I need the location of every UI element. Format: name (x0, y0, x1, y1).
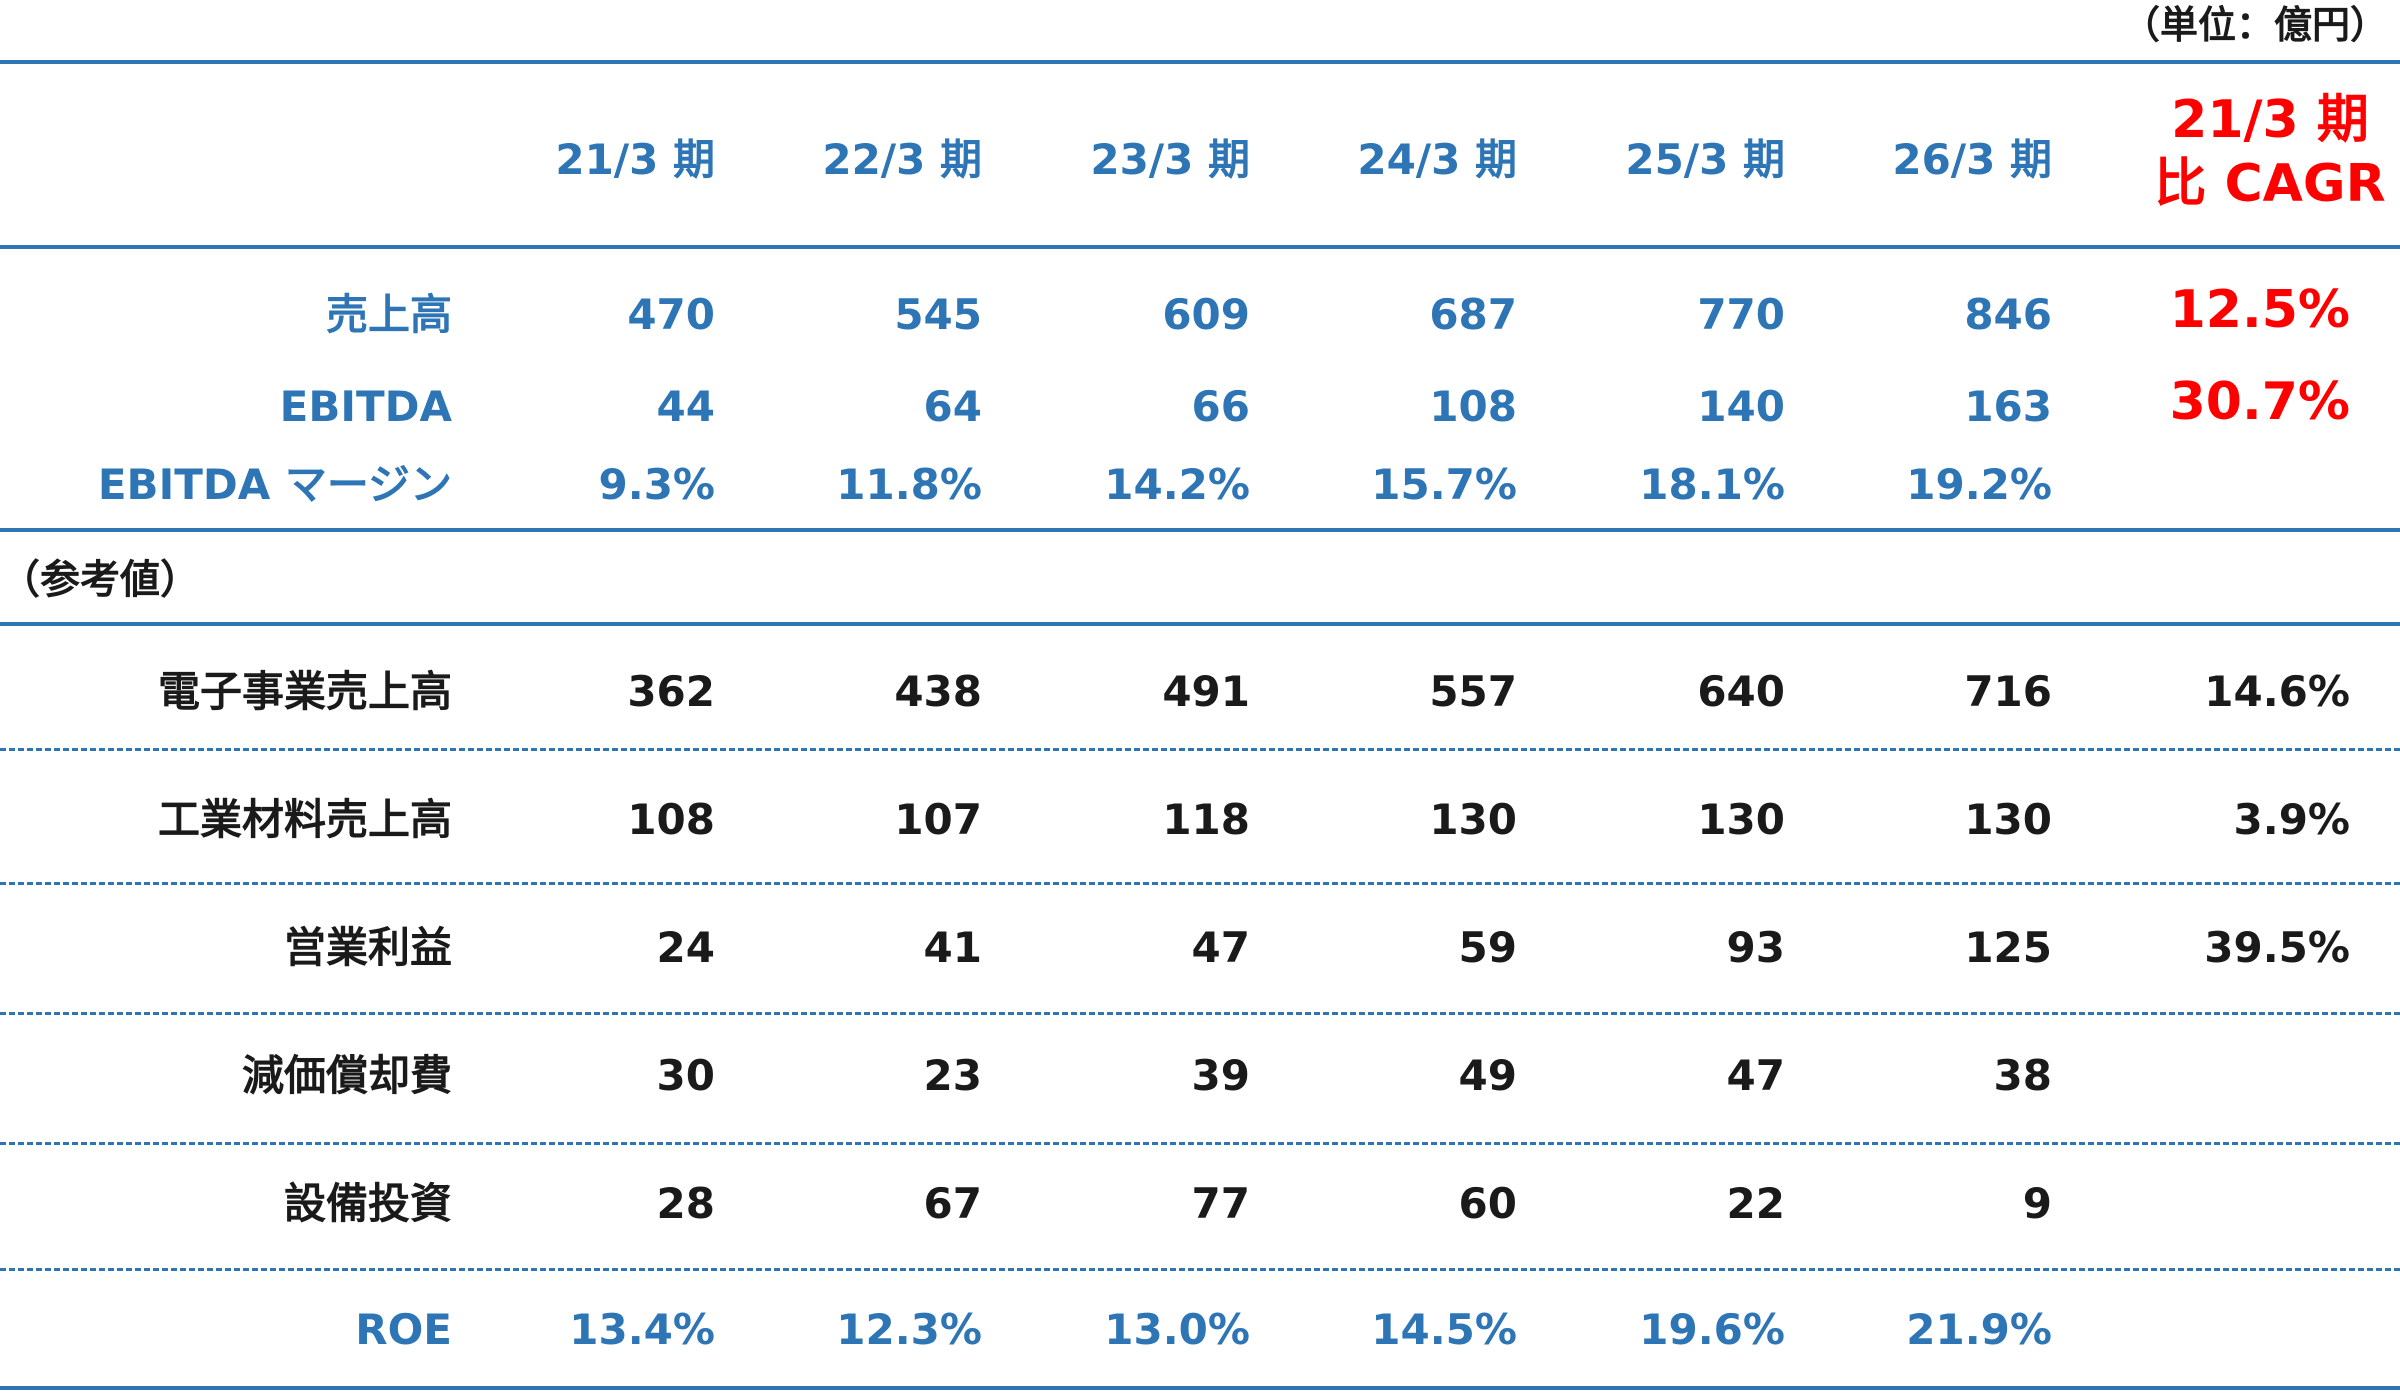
row-label: 設備投資 (283, 1179, 452, 1228)
row-label: ROE (355, 1305, 452, 1354)
value-cell: 39 (1191, 1051, 1250, 1100)
value-cell: 770 (1697, 290, 1785, 339)
value-cell: 66 (1191, 382, 1250, 431)
row-label: 工業材料売上高 (157, 795, 452, 844)
value-cell: 557 (1429, 667, 1517, 716)
value-cell: 9.3% (598, 460, 715, 509)
value-cell: 93 (1726, 923, 1785, 972)
table-bottom-rule (0, 1386, 2400, 1390)
value-cell: 14.2% (1104, 460, 1250, 509)
value-cell: 9 (2022, 1179, 2052, 1228)
value-cell: 163 (1964, 382, 2052, 431)
value-cell: 545 (894, 290, 982, 339)
value-cell: 30 (656, 1051, 715, 1100)
header-bottom-rule (0, 245, 2400, 249)
cagr-cell: 12.5% (2169, 280, 2350, 340)
row-label: 営業利益 (283, 923, 452, 972)
value-cell: 13.0% (1104, 1305, 1250, 1354)
value-cell: 22 (1726, 1179, 1785, 1228)
value-cell: 687 (1429, 290, 1517, 339)
period-header-6: 26/3 期 (1892, 135, 2052, 184)
value-cell: 108 (627, 795, 715, 844)
row-label: 電子事業売上高 (157, 667, 452, 716)
value-cell: 13.4% (569, 1305, 715, 1354)
cagr-cell: 39.5% (2204, 923, 2350, 972)
value-cell: 15.7% (1371, 460, 1517, 509)
value-cell: 438 (894, 667, 982, 716)
value-cell: 125 (1964, 923, 2052, 972)
value-cell: 67 (923, 1179, 982, 1228)
row-separator (0, 882, 2400, 885)
reference-top-rule (0, 622, 2400, 626)
row-separator (0, 1142, 2400, 1145)
value-cell: 60 (1458, 1179, 1517, 1228)
cagr-header-line2: 比 CAGR (2154, 154, 2386, 214)
value-cell: 44 (656, 382, 715, 431)
row-separator (0, 1012, 2400, 1015)
cagr-cell: 14.6% (2204, 667, 2350, 716)
value-cell: 130 (1964, 795, 2052, 844)
value-cell: 130 (1429, 795, 1517, 844)
period-header-1: 21/3 期 (555, 135, 715, 184)
value-cell: 18.1% (1639, 460, 1785, 509)
row-separator (0, 748, 2400, 751)
value-cell: 140 (1697, 382, 1785, 431)
value-cell: 38 (1993, 1051, 2052, 1100)
cagr-cell: 3.9% (2233, 795, 2350, 844)
cagr-cell (2150, 440, 2350, 520)
value-cell: 108 (1429, 382, 1517, 431)
value-cell: 609 (1162, 290, 1250, 339)
value-cell: 640 (1697, 667, 1785, 716)
value-cell: 47 (1726, 1051, 1785, 1100)
unit-note: （単位：億円） (2121, 3, 2388, 47)
value-cell: 23 (923, 1051, 982, 1100)
row-label: EBITDA (279, 382, 452, 431)
value-cell: 64 (923, 382, 982, 431)
reference-label: （参考値） (0, 557, 200, 603)
cagr-cell (2150, 1290, 2350, 1370)
period-header-5: 25/3 期 (1625, 135, 1785, 184)
value-cell: 130 (1697, 795, 1785, 844)
value-cell: 49 (1458, 1051, 1517, 1100)
table-top-rule (0, 60, 2400, 64)
value-cell: 491 (1162, 667, 1250, 716)
cagr-cell: 30.7% (2169, 372, 2350, 432)
row-label: 減価償却費 (241, 1051, 452, 1100)
row-separator (0, 1268, 2400, 1271)
row-label: EBITDA マージン (97, 460, 452, 509)
value-cell: 118 (1162, 795, 1250, 844)
value-cell: 41 (923, 923, 982, 972)
value-cell: 11.8% (836, 460, 982, 509)
value-cell: 19.6% (1639, 1305, 1785, 1354)
value-cell: 12.3% (836, 1305, 982, 1354)
row-label: 売上高 (325, 290, 452, 339)
period-header-3: 23/3 期 (1090, 135, 1250, 184)
cagr-cell (2150, 1164, 2350, 1244)
value-cell: 47 (1191, 923, 1250, 972)
value-cell: 470 (627, 290, 715, 339)
value-cell: 59 (1458, 923, 1517, 972)
value-cell: 846 (1964, 290, 2052, 339)
cagr-header-line1: 21/3 期 (2171, 90, 2369, 150)
value-cell: 24 (656, 923, 715, 972)
cagr-cell (2150, 1036, 2350, 1116)
value-cell: 716 (1964, 667, 2052, 716)
value-cell: 107 (894, 795, 982, 844)
value-cell: 77 (1191, 1179, 1250, 1228)
cagr-header: 21/3 期 比 CAGR (2150, 88, 2390, 228)
value-cell: 28 (656, 1179, 715, 1228)
value-cell: 362 (627, 667, 715, 716)
period-header-2: 22/3 期 (822, 135, 982, 184)
value-cell: 19.2% (1906, 460, 2052, 509)
value-cell: 14.5% (1371, 1305, 1517, 1354)
main-bottom-rule (0, 528, 2400, 532)
value-cell: 21.9% (1906, 1305, 2052, 1354)
period-header-4: 24/3 期 (1357, 135, 1517, 184)
